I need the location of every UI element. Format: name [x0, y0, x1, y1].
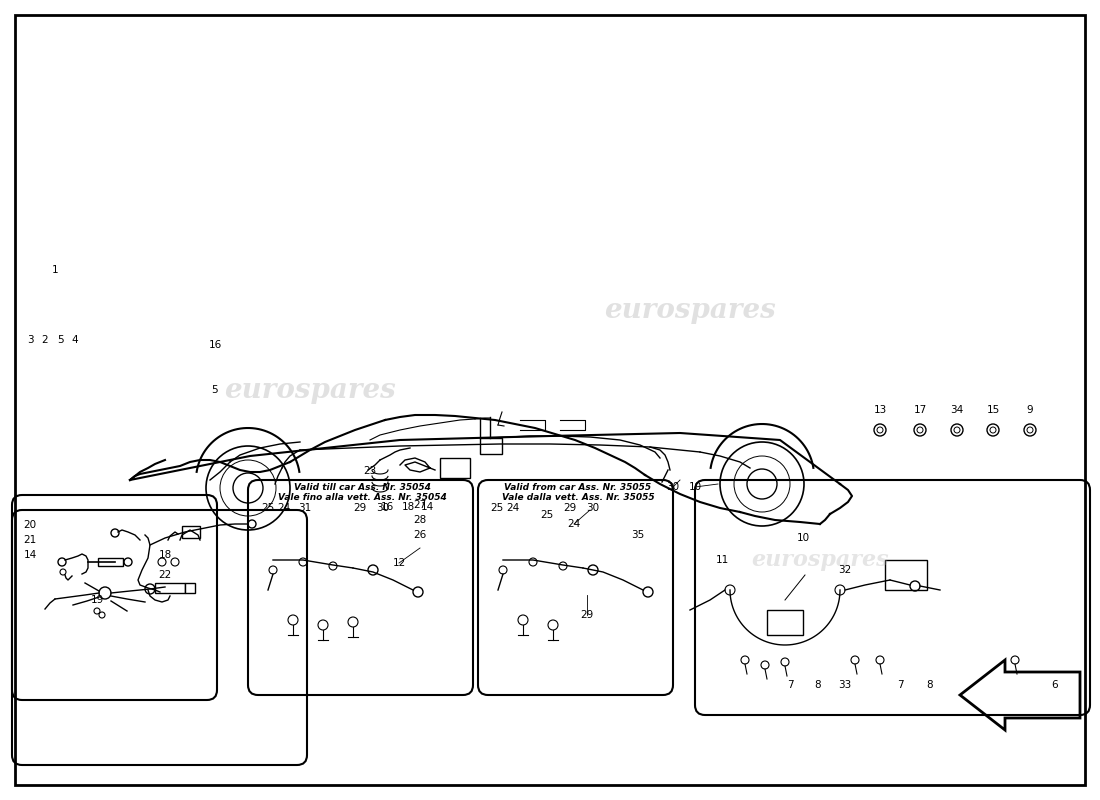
Text: 5: 5	[211, 385, 218, 395]
Text: 24: 24	[568, 519, 581, 529]
Text: 29: 29	[581, 610, 594, 620]
Bar	[182, 526, 200, 538]
Text: 13: 13	[873, 405, 887, 415]
Text: Valid till car Ass. Nr. 35054: Valid till car Ass. Nr. 35054	[294, 482, 430, 491]
Text: 7: 7	[896, 680, 903, 690]
Text: 23: 23	[363, 466, 376, 476]
Bar	[480, 438, 502, 454]
Text: 10: 10	[689, 482, 702, 492]
Bar	[155, 583, 185, 593]
Text: 18: 18	[402, 502, 415, 512]
Text: 15: 15	[987, 405, 1000, 415]
Text: 30: 30	[586, 503, 600, 513]
Text: 8: 8	[815, 680, 822, 690]
Text: 29: 29	[563, 503, 576, 513]
Text: 21: 21	[23, 535, 36, 545]
Text: Vale dalla vett. Ass. Nr. 35055: Vale dalla vett. Ass. Nr. 35055	[502, 493, 654, 502]
Bar	[440, 458, 470, 478]
Text: 1: 1	[52, 265, 58, 275]
Text: eurospares: eurospares	[224, 377, 396, 403]
Text: 34: 34	[950, 405, 964, 415]
Text: 22: 22	[158, 570, 172, 580]
Text: 14: 14	[23, 550, 36, 560]
Text: 27: 27	[414, 500, 427, 510]
Text: 18: 18	[158, 550, 172, 560]
Text: eurospares: eurospares	[751, 549, 889, 571]
Text: 17: 17	[913, 405, 926, 415]
Text: 24: 24	[277, 503, 290, 513]
Text: 26: 26	[414, 530, 427, 540]
Bar	[185, 583, 195, 593]
Text: 12: 12	[393, 558, 406, 568]
Polygon shape	[960, 660, 1080, 730]
Text: 25: 25	[491, 503, 504, 513]
Text: 20: 20	[23, 520, 36, 530]
Text: 24: 24	[506, 503, 519, 513]
Text: 4: 4	[72, 335, 78, 345]
Text: 7: 7	[786, 680, 793, 690]
Bar	[98, 558, 123, 566]
Text: Valid from car Ass. Nr. 35055: Valid from car Ass. Nr. 35055	[505, 482, 651, 491]
Text: 9: 9	[1026, 405, 1033, 415]
Text: 10: 10	[796, 533, 810, 543]
Bar	[886, 560, 927, 590]
Text: 33: 33	[838, 680, 851, 690]
Text: 14: 14	[420, 502, 433, 512]
Text: 28: 28	[414, 515, 427, 525]
Text: 25: 25	[262, 503, 275, 513]
Text: 25: 25	[540, 510, 553, 520]
Text: 29: 29	[353, 503, 366, 513]
Text: 6: 6	[1052, 680, 1058, 690]
Text: 8: 8	[926, 680, 933, 690]
Bar	[767, 610, 803, 635]
Text: 30: 30	[376, 503, 389, 513]
Text: 31: 31	[298, 503, 311, 513]
Text: 16: 16	[208, 340, 221, 350]
Text: 5: 5	[57, 335, 64, 345]
Text: eurospares: eurospares	[604, 297, 776, 323]
Text: 30: 30	[667, 482, 680, 492]
Text: 32: 32	[838, 565, 851, 575]
Text: 3: 3	[26, 335, 33, 345]
Text: 35: 35	[631, 530, 645, 540]
Text: 11: 11	[715, 555, 728, 565]
Text: Vale fino alla vett. Ass. Nr. 35054: Vale fino alla vett. Ass. Nr. 35054	[277, 493, 447, 502]
Text: 19: 19	[90, 595, 103, 605]
Text: 16: 16	[381, 502, 394, 512]
Text: 2: 2	[42, 335, 48, 345]
